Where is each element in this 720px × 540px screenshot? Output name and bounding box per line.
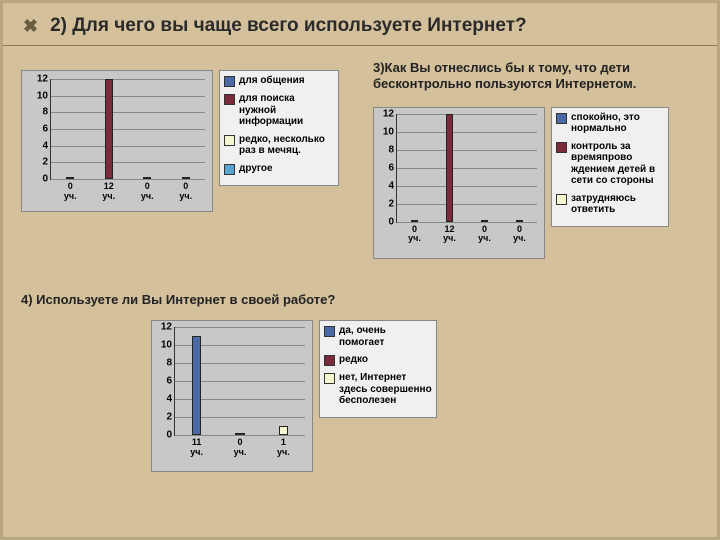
ytick: 0 [388, 216, 397, 227]
gridline [51, 79, 205, 80]
chart4-plot: 02468101211уч.0уч.1уч. [174, 327, 305, 436]
ytick: 10 [37, 90, 51, 101]
ytick: 4 [388, 180, 397, 191]
q4-title: 4) Используете ли Вы Интернет в своей ра… [21, 292, 561, 308]
ytick: 8 [166, 358, 175, 369]
ytick: 6 [388, 162, 397, 173]
xtick: 1уч. [277, 435, 290, 458]
chart1-plot: 0246810120уч.12уч.0уч.0уч. [50, 79, 205, 180]
gridline [175, 327, 305, 328]
ytick: 0 [166, 430, 175, 441]
gridline [397, 168, 537, 169]
xtick: 0уч. [478, 222, 491, 245]
ytick: 4 [42, 140, 51, 151]
legend-swatch [556, 113, 567, 124]
bar [279, 426, 289, 435]
chart4-legend: да, очень помогает редко нет, Интернет зде… [319, 320, 437, 418]
legend-swatch [556, 142, 567, 153]
chart3-legend: спокойно, это нормально контроль за время… [551, 107, 669, 227]
ytick: 0 [42, 174, 51, 185]
gridline [51, 146, 205, 147]
xtick: 0уч. [408, 222, 421, 245]
chart1-legend: для общения для поиска нужной информации р… [219, 70, 339, 186]
xtick: 0уч. [141, 179, 154, 202]
legend-label: контроль за времяпрово ждением детей в с… [571, 141, 664, 187]
legend-label: нет, Интернет здесь совершенно бесполезе… [339, 372, 432, 407]
legend-label: спокойно, это нормально [571, 112, 664, 135]
legend-item: спокойно, это нормально [556, 112, 664, 135]
q4-block: 4) Используете ли Вы Интернет в своей ра… [21, 292, 561, 472]
page-title: 2) Для чего вы чаще всего используете Ин… [50, 15, 527, 37]
legend-label: редко, несколько раз в мечяц. [239, 134, 334, 157]
gridline [397, 150, 537, 151]
legend-item: нет, Интернет здесь совершенно бесполезе… [324, 372, 432, 407]
xtick: 12уч. [102, 179, 115, 202]
xtick: 11уч. [190, 435, 203, 458]
ytick: 10 [161, 340, 175, 351]
q3-block: 3)Как Вы отнеслись бы к тому, что дети б… [373, 60, 693, 259]
bar [446, 114, 454, 222]
gridline [51, 112, 205, 113]
ytick: 4 [166, 394, 175, 405]
chart3-box: 0 2 4 6 8 10 12 0уч. 12уч. 0уч. 0уч. [373, 107, 545, 259]
content-area: 0246810120уч.12уч.0уч.0уч. для общениядл… [3, 46, 717, 66]
legend-label: для поиска нужной информации [239, 93, 334, 128]
ytick: 6 [166, 376, 175, 387]
ytick: 8 [42, 107, 51, 118]
legend-label: другое [239, 163, 273, 175]
legend-swatch [324, 355, 335, 366]
legend-swatch [224, 94, 235, 105]
ytick: 12 [383, 108, 397, 119]
ytick: 10 [383, 126, 397, 137]
gridline [397, 132, 537, 133]
legend-label: затрудняюсь ответить [571, 193, 664, 216]
slide-frame: ✖ 2) Для чего вы чаще всего используете … [0, 0, 720, 540]
legend-label: для общения [239, 75, 305, 87]
legend-item: затрудняюсь ответить [556, 193, 664, 216]
xtick: 0уч. [179, 179, 192, 202]
legend-item: другое [224, 163, 334, 175]
legend-item: для поиска нужной информации [224, 93, 334, 128]
chart3-plot: 0246810120уч.12уч.0уч.0уч. [396, 114, 537, 223]
legend-item: да, очень помогает [324, 325, 432, 348]
title-row: ✖ 2) Для чего вы чаще всего используете … [3, 3, 717, 46]
ytick: 6 [42, 124, 51, 135]
ytick: 2 [42, 157, 51, 168]
bullet-icon: ✖ [23, 16, 38, 37]
xtick: 0уч. [513, 222, 526, 245]
legend-label: редко [339, 354, 368, 366]
ytick: 12 [161, 322, 175, 333]
legend-swatch [556, 194, 567, 205]
gridline [397, 204, 537, 205]
legend-swatch [224, 164, 235, 175]
bar [192, 336, 202, 435]
ytick: 2 [388, 198, 397, 209]
legend-item: редко, несколько раз в мечяц. [224, 134, 334, 157]
q3-title: 3)Как Вы отнеслись бы к тому, что дети б… [373, 60, 693, 93]
legend-swatch [224, 135, 235, 146]
legend-item: редко [324, 354, 432, 366]
legend-item: контроль за времяпрово ждением детей в с… [556, 141, 664, 187]
ytick: 8 [388, 144, 397, 155]
gridline [51, 162, 205, 163]
chart1-box: 0 2 4 6 8 10 12 0уч. 12уч. 0уч. 0уч. [21, 70, 213, 212]
legend-swatch [324, 326, 335, 337]
ytick: 12 [37, 74, 51, 85]
legend-swatch [224, 76, 235, 87]
bar [105, 79, 113, 179]
xtick: 12уч. [443, 222, 456, 245]
gridline [397, 114, 537, 115]
legend-label: да, очень помогает [339, 325, 432, 348]
legend-swatch [324, 373, 335, 384]
ytick: 2 [166, 412, 175, 423]
xtick: 0уч. [64, 179, 77, 202]
xtick: 0уч. [234, 435, 247, 458]
chart1-block: 0246810120уч.12уч.0уч.0уч. для общениядл… [21, 70, 339, 212]
chart4-box: 0 2 4 6 8 10 12 11уч. 0уч. 1уч. [151, 320, 313, 472]
gridline [51, 129, 205, 130]
gridline [397, 186, 537, 187]
legend-item: для общения [224, 75, 334, 87]
gridline [51, 96, 205, 97]
